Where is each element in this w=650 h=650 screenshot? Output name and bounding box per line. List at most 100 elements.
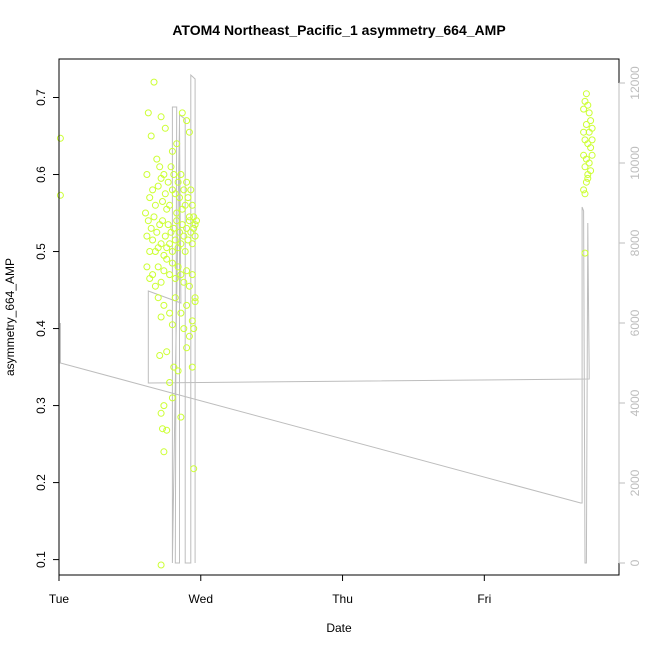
data-point [166,271,174,279]
y2-tick-label: 10000 [628,146,642,180]
data-point [171,275,179,282]
data-point [144,109,152,117]
data-point [174,263,182,271]
data-point [157,409,165,417]
y-tick-label: 0.4 [34,320,48,337]
data-point [178,109,186,117]
data-point [157,240,165,248]
data-point [184,194,192,202]
data-point [185,213,193,221]
data-point [173,140,181,148]
data-point [174,367,182,375]
data-point [56,134,64,142]
y2-tick-label: 2000 [628,469,642,496]
data-point [180,232,188,240]
y2-tick-label: 6000 [628,309,642,336]
data-point [166,379,174,386]
data-point [183,117,191,125]
data-point [160,448,168,456]
data-point [188,317,196,325]
data-point [178,221,186,229]
chart-title: ATOM4 Northeast_Pacific_1 asymmetry_664_… [172,22,505,38]
data-point [177,271,185,279]
x-axis: Tue Wed Thu Fri [49,574,491,606]
data-point [151,282,159,290]
data-point [157,313,165,321]
data-point [177,309,185,317]
data-point [171,190,179,198]
data-point [183,178,191,186]
y-tick-label: 0.3 [34,397,48,414]
data-point [149,186,157,194]
data-point [185,217,193,225]
data-point [191,221,199,229]
data-point [587,117,595,125]
data-point [166,309,174,317]
series-points-layer [56,78,596,569]
data-point [190,465,198,473]
data-point [582,178,590,186]
series-line-layer [59,73,590,564]
data-point [157,278,165,286]
data-point [191,298,199,306]
data-point [188,271,196,279]
data-point [173,217,181,225]
data-point [161,232,169,240]
data-point [180,186,188,194]
data-point [160,267,168,275]
data-point [163,348,171,356]
data-point [581,163,589,171]
x-tick-label: Fri [477,592,491,606]
data-point [584,101,592,109]
x-tick-label: Thu [332,592,353,606]
plot-frame [58,58,620,576]
data-point [183,267,191,275]
data-point [154,294,162,302]
x-tick-label: Wed [189,592,213,606]
data-point [185,128,193,136]
data-point [176,228,183,236]
data-point [144,217,152,225]
data-point [160,301,168,309]
data-point [161,190,169,198]
data-point [188,240,196,248]
series-line-0 [59,73,590,564]
data-point [185,332,193,340]
data-point [173,209,181,217]
y-tick-label: 0.1 [34,551,48,568]
data-point [143,171,151,178]
data-point [185,282,193,290]
data-point [142,209,149,217]
data-point [56,191,64,199]
data-point [588,136,596,144]
data-point [170,363,178,371]
data-point [168,259,176,267]
data-point [143,263,151,271]
y-tick-label: 0.7 [34,89,48,106]
data-point [163,426,171,434]
x-axis-label: Date [326,621,352,635]
data-point [183,301,191,309]
data-point [580,186,588,194]
data-point [166,240,174,248]
data-point [146,194,154,202]
data-point [159,425,166,433]
data-point [159,217,166,225]
y-tick-label: 0.5 [34,243,48,260]
data-point [176,194,183,202]
data-point [170,171,178,178]
data-point [181,248,189,255]
data-point [159,198,166,205]
data-point [164,178,172,186]
y2-tick-label: 4000 [628,389,642,416]
data-point [191,232,199,240]
data-point [166,201,174,209]
data-point [180,325,188,333]
data-point [177,240,185,248]
data-point [149,271,157,279]
data-point [168,147,176,155]
data-point [168,394,176,402]
data-point [154,263,162,271]
data-point [188,363,196,371]
